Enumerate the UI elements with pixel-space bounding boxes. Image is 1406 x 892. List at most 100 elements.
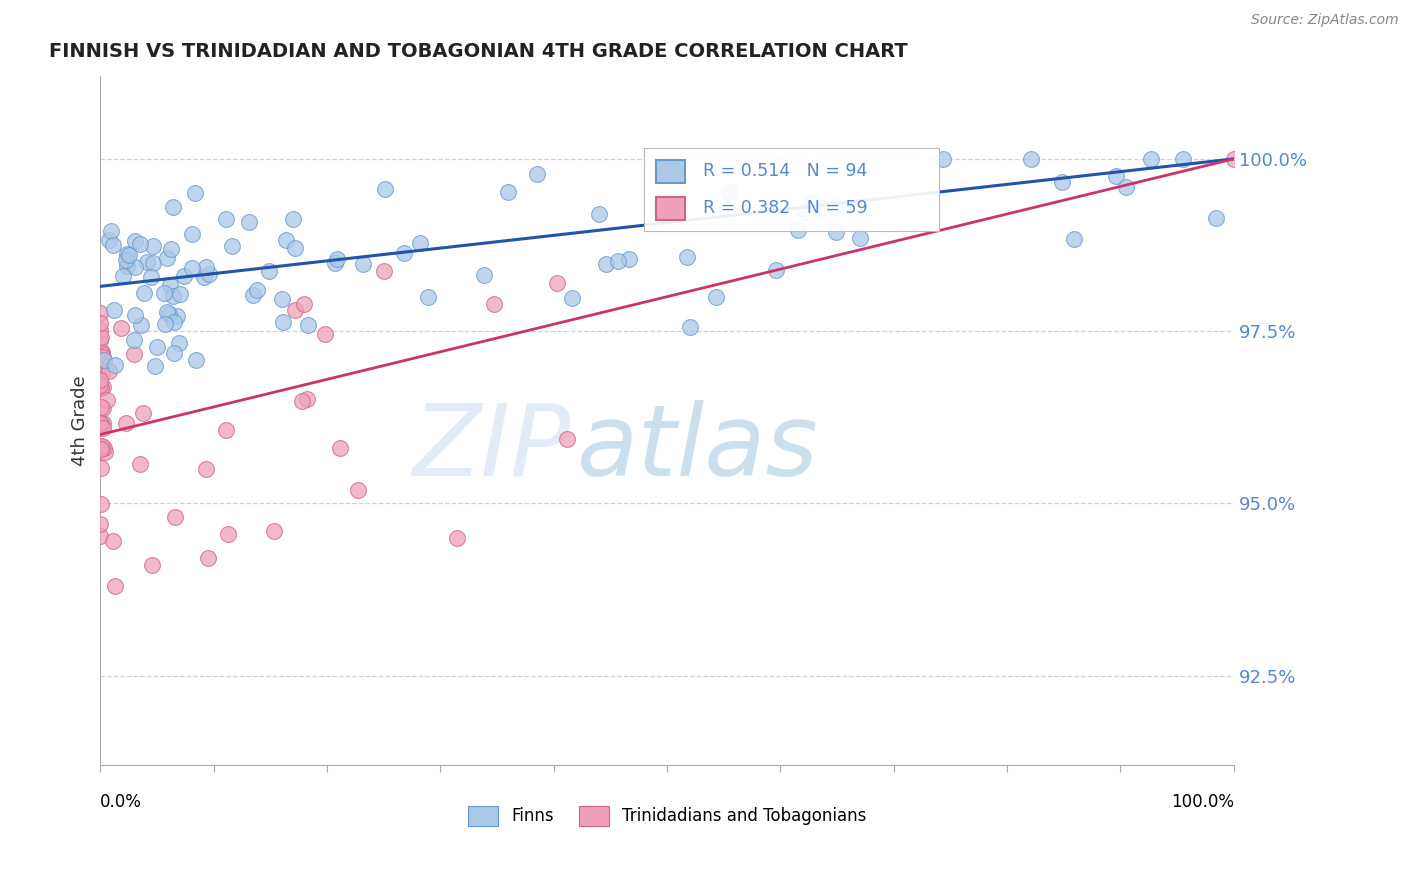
Point [90,367,112,381]
Point [526,167,548,181]
Point [89,439,111,453]
Point [142,256,165,270]
Point [91,350,114,364]
Point [89,373,111,387]
Point [1021,152,1043,166]
Point [152,285,174,300]
Point [104,358,127,372]
Point [257,264,280,278]
Point [90,439,112,453]
Point [160,242,183,256]
Point [801,194,824,209]
Point [115,252,138,267]
Point [167,336,190,351]
Point [246,283,269,297]
Point [825,226,848,240]
Point [496,185,519,199]
Text: atlas: atlas [576,400,818,497]
Point [103,579,125,593]
Point [156,305,179,319]
Point [124,234,146,248]
Point [765,263,787,277]
Point [114,416,136,430]
Point [588,207,610,221]
Point [162,200,184,214]
Point [295,392,318,406]
Point [1104,169,1126,183]
Point [1139,152,1161,166]
Point [810,201,832,215]
Point [373,264,395,278]
Point [173,269,195,284]
Point [124,308,146,322]
Y-axis label: 4th Grade: 4th Grade [72,376,89,466]
Point [141,558,163,573]
Point [89,316,111,330]
Point [98,364,121,378]
Point [162,288,184,302]
Point [159,278,181,293]
Point [184,353,207,368]
Point [89,305,111,319]
Point [472,268,495,282]
Point [183,186,205,201]
Point [131,407,153,421]
Point [1171,152,1194,166]
Point [326,252,349,266]
Text: 0.0%: 0.0% [100,793,142,811]
Point [112,269,135,284]
Point [217,526,239,541]
Point [91,401,114,416]
Point [418,290,440,304]
Point [91,344,114,359]
Point [93,352,115,367]
Point [122,346,145,360]
Text: 100.0%: 100.0% [1171,793,1234,811]
Point [89,528,111,542]
Point [284,241,307,255]
Point [932,152,955,166]
Point [263,524,285,538]
Point [606,254,628,268]
Point [555,432,578,446]
Point [129,236,152,251]
Point [93,441,115,455]
Point [717,185,740,199]
Point [97,233,120,247]
Point [141,269,163,284]
Point [678,319,700,334]
Point [89,417,111,432]
Point [482,296,505,310]
Point [292,296,315,310]
Point [215,423,238,437]
Point [89,378,111,392]
Point [110,321,132,335]
Point [129,457,152,471]
Point [90,330,112,344]
Point [124,260,146,274]
Point [156,251,179,265]
Point [1115,180,1137,194]
Point [90,497,112,511]
Point [297,318,319,333]
Point [115,247,138,261]
Text: ZIP: ZIP [412,400,571,497]
Point [90,442,112,457]
Point [153,318,176,332]
Point [89,323,111,337]
Point [122,334,145,348]
Point [561,291,583,305]
Point [1223,152,1246,166]
Point [89,416,111,430]
Point [392,245,415,260]
Point [163,346,186,360]
Point [347,483,370,497]
Point [132,285,155,300]
FancyBboxPatch shape [657,197,686,220]
Point [93,445,115,459]
Point [143,359,166,373]
Point [101,237,124,252]
Point [162,315,184,329]
Point [849,231,872,245]
Point [329,442,352,456]
